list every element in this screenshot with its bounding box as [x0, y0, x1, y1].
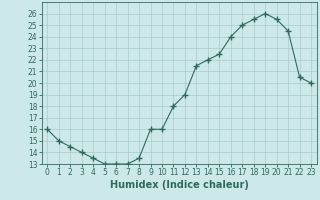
X-axis label: Humidex (Indice chaleur): Humidex (Indice chaleur): [110, 180, 249, 190]
